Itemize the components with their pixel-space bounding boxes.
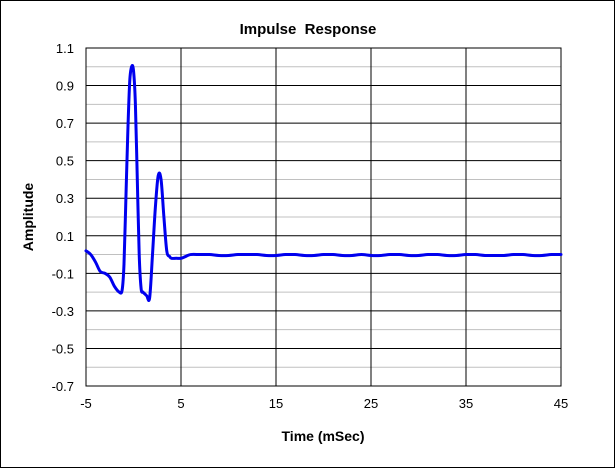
y-tick-label: 0.7 — [56, 116, 74, 131]
x-axis-label: Time (mSec) — [282, 428, 365, 444]
x-tick-label: 5 — [177, 396, 184, 411]
y-tick-label: 0.9 — [56, 79, 74, 94]
x-tick-labels: -5 5 15 25 35 45 — [80, 396, 568, 411]
x-tick-label: 45 — [554, 396, 568, 411]
y-tick-label: 0.1 — [56, 229, 74, 244]
x-tick-label: -5 — [80, 396, 92, 411]
grid-lines — [85, 47, 562, 387]
y-tick-label: -0.5 — [52, 341, 74, 356]
impulse-response-line — [84, 63, 563, 302]
x-tick-label: 35 — [459, 396, 473, 411]
y-tick-label: -0.3 — [52, 304, 74, 319]
y-tick-labels: 1.1 0.9 0.7 0.5 0.3 0.1 -0.1 -0.3 -0.5 -0.7 — [52, 41, 74, 394]
x-tick-label: 25 — [364, 396, 378, 411]
chart-title: Impulse Response — [240, 21, 377, 38]
y-tick-label: 1.1 — [56, 41, 74, 56]
y-tick-label: 0.3 — [56, 191, 74, 206]
plot-area-border — [85, 47, 562, 387]
y-tick-label: 0.5 — [56, 154, 74, 169]
y-axis-label: Amplitude — [20, 183, 36, 252]
y-tick-label: -0.7 — [52, 379, 74, 394]
x-tick-label: 15 — [269, 396, 283, 411]
y-tick-label: -0.1 — [52, 266, 74, 281]
